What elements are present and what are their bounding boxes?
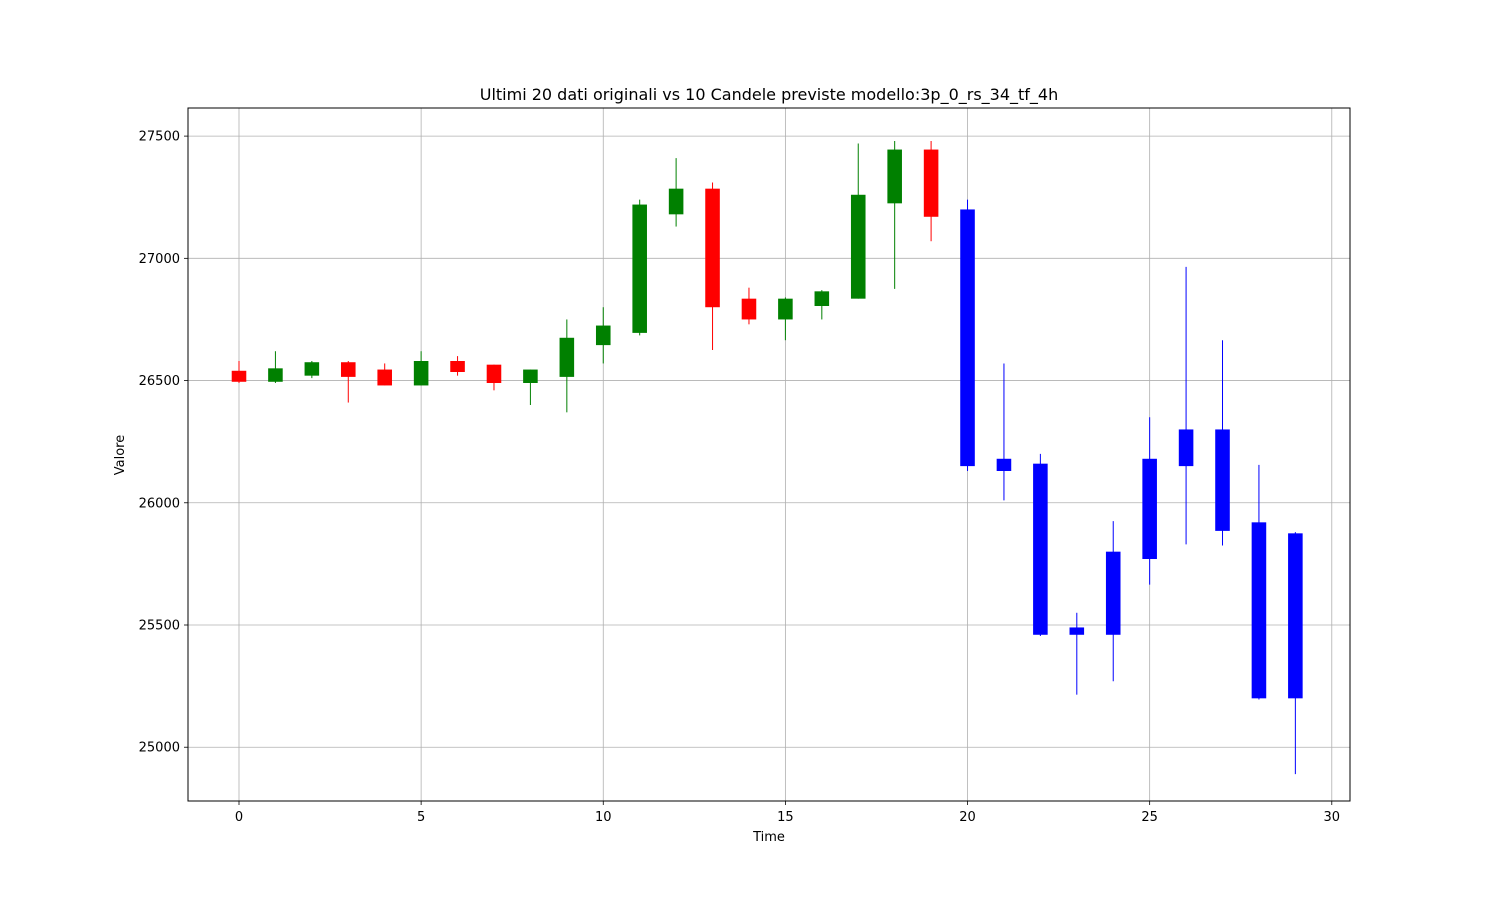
original-candle-body (705, 188, 720, 308)
y-tick-label: 26500 (139, 374, 180, 389)
original-candle-body (814, 291, 830, 306)
predicted-candle-body (1033, 463, 1048, 635)
original-candle-body (778, 298, 793, 320)
original-candle-body (632, 204, 647, 333)
original-candle-body (450, 361, 465, 372)
y-axis-label: Valore (113, 435, 128, 475)
predicted-candle-body (1142, 458, 1157, 559)
original-candle-body (595, 325, 611, 346)
predicted-candle-body (960, 209, 975, 467)
original-candle-body (923, 149, 939, 217)
original-candle-body (523, 369, 538, 383)
plot-frame (187, 107, 1351, 802)
predicted-candle-body (1215, 429, 1230, 531)
original-candle-body (486, 364, 502, 383)
predicted-candle-body (1251, 522, 1267, 699)
predicted-candle-body (1288, 533, 1303, 699)
predicted-candle-body (1105, 551, 1121, 635)
y-tick-label: 27000 (139, 252, 180, 267)
x-tick-label: 0 (235, 810, 243, 825)
y-tick-label: 26000 (139, 496, 180, 511)
predicted-candle-body (1069, 627, 1085, 635)
original-candle-body (668, 188, 684, 215)
original-candle-body (559, 337, 575, 377)
original-candle-body (850, 194, 866, 299)
x-tick-label: 20 (959, 810, 976, 825)
original-candle-body (268, 368, 283, 382)
x-axis-ticks: 0 5 10 15 20 25 30 (235, 801, 1340, 825)
x-axis-label: Time (752, 830, 785, 845)
original-candle-body (377, 369, 392, 386)
candles (231, 141, 1303, 775)
x-tick-label: 25 (1141, 810, 1158, 825)
original-candle-body (741, 298, 757, 320)
x-tick-label: 10 (595, 810, 612, 825)
chart-title: Ultimi 20 dati originali vs 10 Candele p… (480, 85, 1059, 105)
y-tick-label: 25000 (139, 741, 180, 756)
predicted-candle-body (1178, 429, 1194, 467)
y-tick-label: 27500 (139, 130, 180, 145)
y-axis-ticks: 25000 25500 26000 26500 27000 27500 (139, 130, 188, 756)
original-candle-body (413, 361, 429, 386)
x-tick-label: 30 (1324, 810, 1341, 825)
original-candle-body (304, 362, 320, 376)
predicted-candle-body (996, 458, 1012, 471)
original-candle-body (340, 362, 356, 377)
y-tick-label: 25500 (139, 619, 180, 634)
x-tick-label: 5 (417, 810, 425, 825)
original-candle-body (231, 370, 247, 382)
x-tick-label: 15 (777, 810, 794, 825)
original-candle-body (887, 149, 902, 204)
